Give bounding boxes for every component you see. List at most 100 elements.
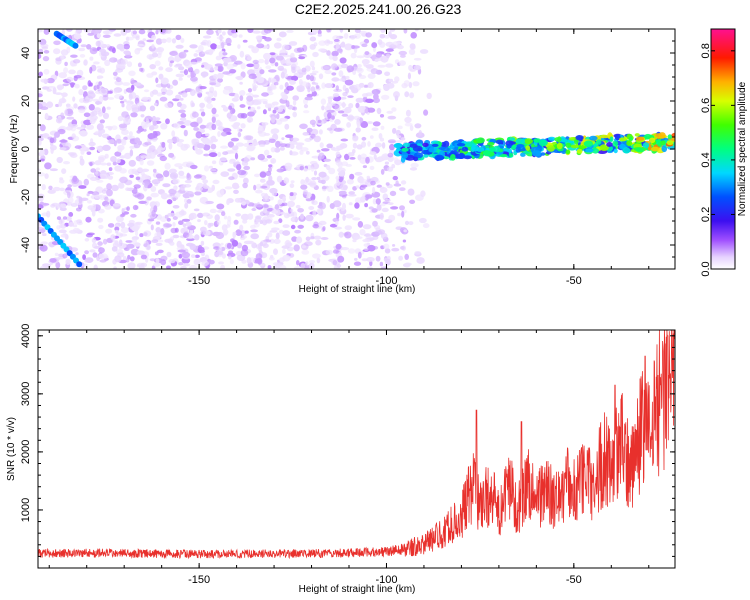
- heatmap-cell: [215, 119, 222, 127]
- heatmap-cell: [126, 257, 130, 263]
- heatmap-cell: [197, 212, 204, 218]
- heatmap-cell: [325, 249, 333, 255]
- heatmap-cell: [231, 33, 238, 38]
- heatmap-cell: [335, 145, 345, 151]
- heatmap-cell: [365, 194, 373, 199]
- heatmap-cell: [354, 202, 360, 209]
- heatmap-cell: [211, 116, 216, 124]
- heatmap-cell: [260, 240, 267, 247]
- heatmap-cell: [146, 196, 152, 201]
- heatmap-cell: [226, 199, 230, 206]
- heatmap-cell: [384, 71, 391, 77]
- heatmap-cell: [547, 136, 556, 141]
- heatmap-cell: [323, 117, 328, 121]
- heatmap-cell: [143, 232, 148, 237]
- heatmap-cell: [206, 187, 214, 193]
- heatmap-cell: [348, 202, 353, 206]
- heatmap-cell: [282, 230, 291, 236]
- heatmap-cell: [88, 104, 95, 111]
- heatmap-cell: [221, 104, 227, 108]
- heatmap-cell: [337, 255, 345, 263]
- heatmap-cell: [221, 211, 226, 217]
- heatmap-cell: [340, 63, 349, 69]
- heatmap-cell: [200, 230, 206, 235]
- heatmap-cell: [271, 227, 280, 231]
- heatmap-cell: [226, 242, 232, 249]
- heatmap-cell: [73, 103, 78, 109]
- heatmap-cell: [313, 135, 321, 143]
- heatmap-cell: [255, 215, 262, 220]
- heatmap-cell: [391, 247, 400, 252]
- heatmap-cell: [410, 32, 418, 39]
- heatmap-cell: [152, 89, 159, 95]
- heatmap-cell: [155, 77, 159, 84]
- heatmap-cell: [118, 246, 123, 250]
- heatmap-cell: [457, 152, 466, 159]
- heatmap-cell: [359, 157, 368, 165]
- heatmap-cell: [561, 138, 568, 143]
- heatmap-cell: [398, 50, 407, 56]
- heatmap-cell: [151, 138, 158, 142]
- y-tick-label: 4000: [20, 324, 32, 348]
- heatmap-cell: [370, 68, 379, 75]
- heatmap-cell: [183, 69, 189, 76]
- heatmap-cell: [380, 168, 385, 175]
- heatmap-cell: [237, 112, 245, 119]
- heatmap-cell: [231, 239, 239, 247]
- heatmap-cell: [268, 138, 276, 143]
- heatmap-cell: [88, 141, 96, 147]
- heatmap-cell: [72, 227, 81, 233]
- heatmap-cell: [265, 65, 272, 70]
- heatmap-cell: [373, 154, 377, 160]
- heatmap-cell: [38, 168, 41, 172]
- x-tick-label: -100: [375, 275, 397, 287]
- heatmap-cell: [506, 143, 512, 149]
- heatmap-cell: [389, 143, 395, 151]
- heatmap-cell: [90, 168, 97, 173]
- snr-y-ticks: 1000 2000 3000 4000: [20, 324, 675, 569]
- heatmap-cell: [59, 207, 67, 212]
- heatmap-cell: [237, 127, 241, 133]
- heatmap-cell: [358, 75, 367, 79]
- heatmap-cell: [38, 204, 44, 210]
- heatmap-cell: [144, 141, 152, 146]
- heatmap-cell: [404, 122, 413, 127]
- heatmap-cell: [162, 183, 171, 188]
- heatmap-cell: [450, 154, 456, 161]
- heatmap-cell: [84, 259, 89, 263]
- heatmap-cell: [254, 173, 260, 178]
- heatmap-cell: [338, 231, 344, 238]
- heatmap-cell: [191, 138, 197, 145]
- heatmap-cell: [359, 229, 366, 236]
- colorbar-tick-label: 0.4: [700, 152, 712, 167]
- heatmap-cell: [244, 230, 249, 234]
- heatmap-cell: [242, 219, 248, 224]
- heatmap-cell: [83, 119, 92, 126]
- heatmap-cell: [368, 206, 374, 210]
- heatmap-cell: [178, 77, 183, 81]
- heatmap-cell: [209, 82, 217, 86]
- heatmap-cell: [429, 147, 435, 153]
- heatmap-cell: [122, 256, 127, 261]
- heatmap-cell: [257, 130, 263, 134]
- heatmap-cell: [289, 151, 299, 156]
- heatmap-cell: [376, 204, 382, 211]
- heatmap-cell: [235, 142, 244, 147]
- heatmap-cell: [42, 86, 50, 90]
- heatmap-cell: [219, 157, 227, 162]
- heatmap-cell: [394, 76, 400, 83]
- heatmap-cell: [209, 208, 217, 214]
- heatmap-cell: [326, 39, 331, 44]
- heatmap-cell: [96, 179, 104, 183]
- heatmap-cell: [326, 185, 334, 192]
- heatmap-cell: [227, 215, 232, 222]
- heatmap-cell: [279, 49, 287, 56]
- heatmap-cell: [115, 77, 122, 83]
- heatmap-cell: [317, 204, 324, 209]
- heatmap-cell: [323, 66, 330, 69]
- heatmap-cell: [155, 221, 161, 225]
- heatmap-cell: [217, 29, 222, 34]
- heatmap-cell: [328, 167, 336, 175]
- heatmap-cell: [305, 198, 313, 202]
- heatmap-cell: [374, 58, 379, 62]
